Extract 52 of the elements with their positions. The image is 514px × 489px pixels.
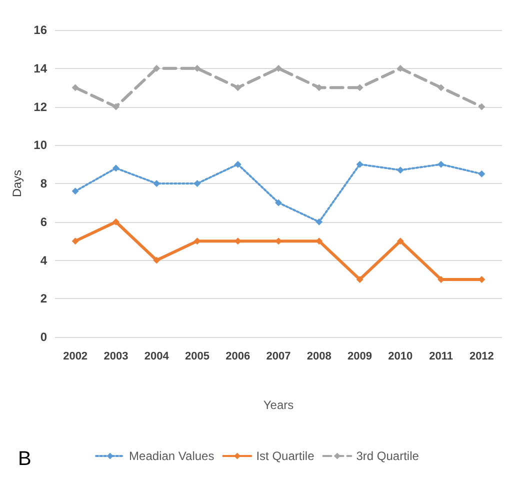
point — [72, 238, 79, 245]
x-tick-label: 2009 — [348, 350, 372, 362]
point — [356, 276, 364, 283]
y-tick-label: 0 — [40, 330, 48, 344]
point — [396, 166, 404, 174]
x-tick-label: 2006 — [226, 350, 250, 362]
x-tick-label: 2012 — [469, 350, 494, 362]
legend-label: Meadian Values — [129, 449, 214, 463]
y-tick-label: 4 — [40, 253, 48, 268]
y-tick-label: 16 — [34, 23, 48, 37]
point — [234, 160, 242, 168]
y-tick-label: 12 — [34, 100, 48, 114]
y-tick-label: 14 — [34, 61, 48, 76]
point — [72, 188, 79, 195]
point — [396, 64, 404, 72]
legend-label: 3rd Quartile — [356, 449, 420, 463]
x-tick-label: 2008 — [306, 350, 332, 362]
point — [275, 199, 282, 206]
point — [112, 218, 120, 226]
point — [72, 84, 79, 92]
text: B — [18, 448, 32, 470]
point — [153, 64, 160, 72]
point — [356, 160, 364, 168]
point — [316, 238, 323, 245]
x-tick-label: 2010 — [388, 350, 413, 362]
y-tick-label: 6 — [40, 214, 48, 229]
x-tick-label: 2003 — [104, 350, 128, 362]
y-tick-label: 8 — [40, 176, 48, 190]
point — [194, 180, 201, 187]
point — [275, 64, 282, 72]
point — [478, 103, 486, 110]
point — [112, 103, 120, 110]
point — [438, 160, 445, 168]
y-axis-title: Days — [10, 170, 24, 198]
point — [396, 238, 404, 245]
x-tick-label: 2004 — [144, 350, 170, 362]
x-axis-title: Years — [263, 398, 294, 412]
point — [112, 164, 120, 172]
x-tick-label: 2002 — [63, 350, 88, 362]
x-tick-label: 2005 — [184, 350, 210, 362]
point — [153, 256, 160, 264]
point — [478, 170, 486, 178]
point — [275, 238, 282, 245]
y-tick-label: 10 — [34, 138, 48, 152]
x-tick-label: 2007 — [266, 350, 291, 362]
point — [438, 84, 445, 92]
point — [316, 218, 323, 226]
y-tick-label: 2 — [40, 292, 48, 306]
point — [234, 84, 242, 92]
legend-label: Ist Quartile — [256, 449, 315, 463]
x-tick-label: 2011 — [429, 350, 453, 362]
point — [194, 64, 201, 72]
